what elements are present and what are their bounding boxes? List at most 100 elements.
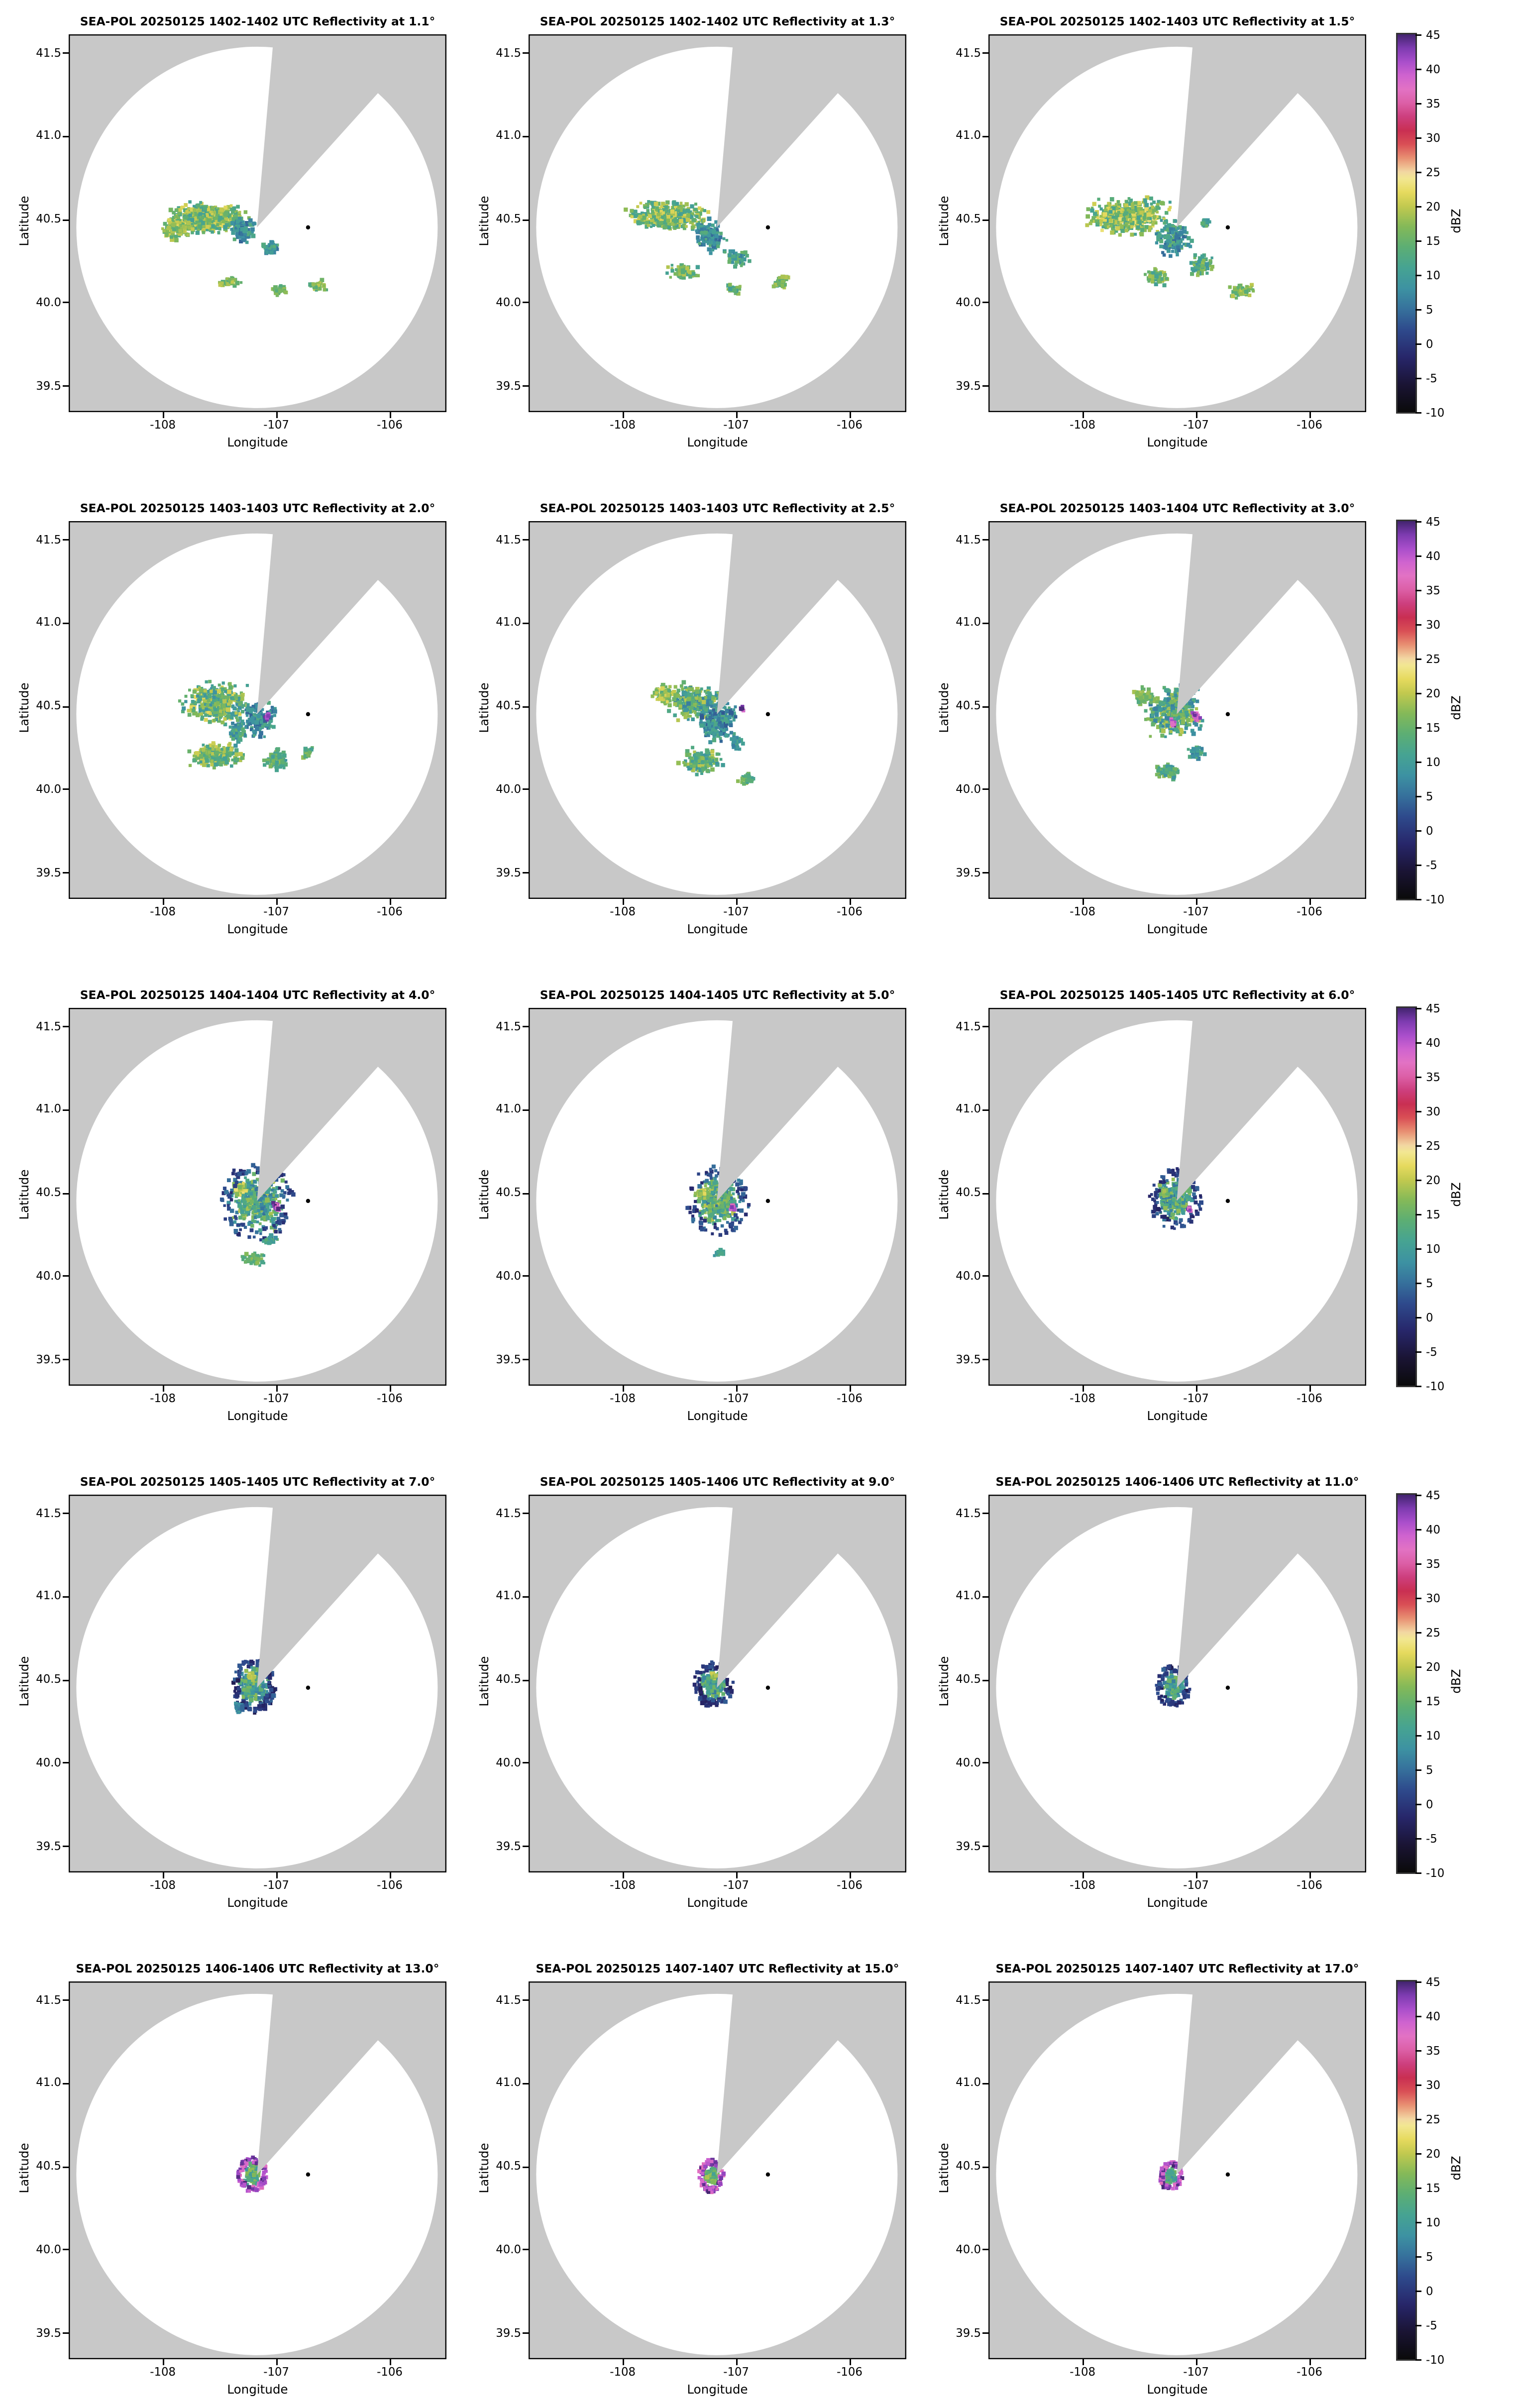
x-tick-label: -107 [1183,1392,1209,1405]
blanked-sector-wedge [257,45,380,227]
y-tick-label: 41.5 [496,1506,521,1520]
y-tick-label: 40.5 [36,1672,61,1686]
colorbar-tick-label: 40 [1426,548,1441,562]
y-tick-label: 40.5 [956,699,981,713]
colorbar-tick-mark [1415,1701,1421,1702]
colorbar-tick-label: 25 [1426,165,1441,179]
colorbar-tick-mark [1415,693,1421,694]
y-tick-mark [982,1762,988,1764]
radar-map [988,34,1366,412]
panel-title: SEA-POL 20250125 1403-1404 UTC Reflectiv… [999,502,1355,515]
plot-border [988,1008,1366,1386]
y-tick-mark [523,622,529,624]
x-tick-mark [736,899,738,905]
colorbar-tick-mark [1415,1214,1421,1215]
radar-panel: SEA-POL 20250125 1404-1405 UTC Reflectiv… [475,985,923,1429]
colorbar-tick-label: -5 [1426,858,1437,872]
colorbar-tick-label: 0 [1426,1797,1433,1811]
y-tick-mark [63,1846,69,1848]
x-tick-label: -106 [837,2365,863,2379]
colorbar-tick-label: -5 [1426,371,1437,385]
y-tick-mark [63,539,69,541]
plot-area [69,1495,446,1872]
y-tick-label: 41.0 [956,1589,981,1603]
echo-blob [1186,1205,1193,1213]
radar-panel: SEA-POL 20250125 1405-1405 UTC Reflectiv… [935,985,1383,1429]
y-tick-mark [982,539,988,541]
x-tick-mark [276,1386,278,1392]
colorbar-gradient [1396,520,1417,900]
colorbar-tick-mark [1415,1042,1421,1044]
y-tick-mark [523,2082,529,2084]
colorbar-tick-mark [1415,2325,1421,2326]
echo-blob [187,741,245,769]
radar-panel: SEA-POL 20250125 1404-1404 UTC Reflectiv… [15,985,463,1429]
site-marker [1225,1199,1230,1204]
echo-blob [247,1671,256,1682]
x-tick-mark [1309,1872,1311,1878]
y-tick-label: 41.0 [956,1102,981,1116]
colorbar-tick-mark [1415,624,1421,626]
colorbar-tick-mark [1415,1351,1421,1353]
y-tick-label: 40.5 [956,1186,981,1200]
radar-coverage-circle [76,46,438,408]
colorbar-tick-label: -5 [1426,1831,1437,1845]
y-tick-mark [982,622,988,624]
radar-map [988,1008,1366,1386]
y-tick-label: 39.5 [36,1352,61,1366]
reflectivity-echoes [1132,683,1207,781]
echo-blob [736,771,756,786]
y-tick-mark [63,219,69,221]
y-tick-label: 39.5 [496,2325,521,2339]
colorbar-tick-label: 40 [1426,2009,1441,2023]
y-tick-label: 39.5 [36,1839,61,1853]
echo-blob [1187,745,1207,761]
echo-blob [739,705,746,713]
x-tick-mark [163,899,165,905]
panel-title: SEA-POL 20250125 1407-1407 UTC Reflectiv… [995,1962,1359,1975]
y-tick-mark [982,1846,988,1848]
y-tick-label: 39.5 [496,1839,521,1853]
colorbar-tick-mark [1415,343,1421,345]
radar-map [69,1981,446,2359]
x-tick-label: -107 [263,1392,289,1405]
x-axis-label: Longitude [687,1408,748,1423]
echo-blob [713,1248,726,1257]
y-tick-label: 40.0 [956,2242,981,2256]
y-tick-label: 40.0 [496,782,521,796]
y-tick-mark [523,1193,529,1195]
radar-panel: SEA-POL 20250125 1403-1404 UTC Reflectiv… [935,499,1383,942]
echo-blob [710,1671,718,1680]
x-tick-label: -108 [1070,1392,1095,1405]
x-axis-label: Longitude [227,435,288,449]
blanked-sector-wedge [1177,532,1300,714]
x-tick-label: -108 [610,2365,636,2379]
plot-border [69,34,446,412]
x-tick-mark [1083,899,1084,905]
colorbar-tick-mark [1415,1632,1421,1634]
x-tick-mark [390,2359,391,2365]
plot-area [529,1495,906,1872]
plot-area [529,1008,906,1386]
x-tick-label: -108 [1070,418,1095,432]
radar-map [529,1495,906,1872]
site-marker [765,225,770,230]
colorbar-tick-mark [1415,1283,1421,1284]
x-tick-label: -107 [263,1878,289,1892]
x-tick-label: -106 [1297,418,1322,432]
colorbar-tick-label: 35 [1426,1070,1441,1084]
colorbar: 45 40 35 30 25 20 15 10 5 0 -5 -10 dBZ [1395,1959,1487,2403]
echo-blob [726,283,742,296]
panel-title: SEA-POL 20250125 1402-1403 UTC Reflectiv… [999,15,1355,28]
y-tick-mark [982,2332,988,2334]
y-tick-label: 41.5 [956,533,981,547]
colorbar-tick-mark [1415,1495,1421,1496]
colorbar-tick-mark [1415,1769,1421,1771]
colorbar-tick-label: 20 [1426,1659,1441,1673]
x-tick-label: -107 [723,1878,749,1892]
colorbar-tick-label: -10 [1426,405,1445,419]
plot-border [988,1981,1366,2359]
reflectivity-echoes [685,1164,751,1257]
panel-title: SEA-POL 20250125 1404-1405 UTC Reflectiv… [540,988,895,1002]
x-tick-label: -107 [723,1392,749,1405]
